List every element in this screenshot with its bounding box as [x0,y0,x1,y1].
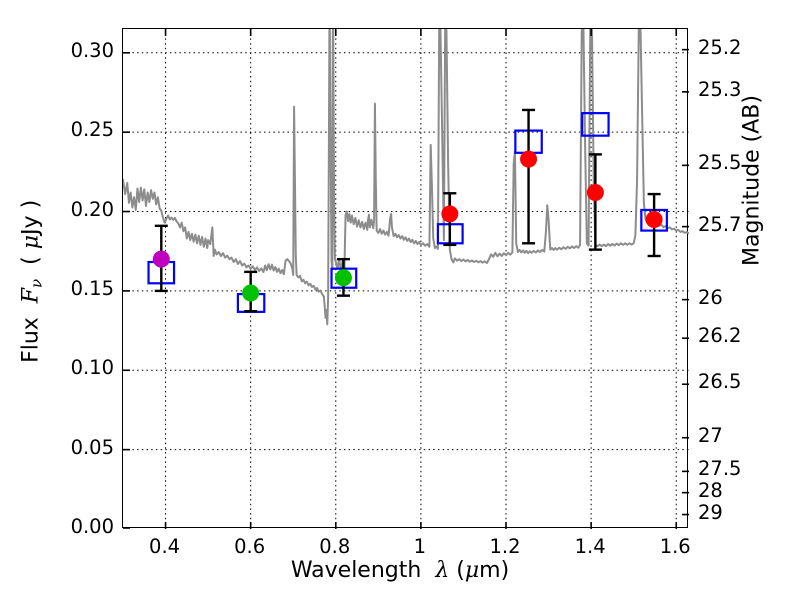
spectrum-curve [123,29,689,326]
y-tick-label-right-26.2: 26.2 [698,324,742,348]
data-marker [152,250,170,268]
y-tick-label-left-0.00: 0.00 [70,515,114,538]
x-tick-label-1.2: 1.2 [489,535,521,558]
y-axis-title-left: Flux Fν ( μJy ) [18,199,46,363]
y-tick-label-left-0.05: 0.05 [70,435,114,459]
y-tick-label-right-26: 26 [698,285,723,309]
photometry-point-H-band [581,112,610,251]
y-tick-label-left-0.15: 0.15 [70,276,114,300]
x-tick-label-1.4: 1.4 [574,535,606,558]
photometry-point-i-band [330,257,358,297]
data-marker [520,150,538,168]
y-axis-title-right: Magnitude (AB) [739,95,765,266]
data-marker [441,205,459,223]
data-marker [645,210,663,228]
photometry-point-g-band [236,270,266,313]
y-tick-label-right-25.2: 25.2 [698,35,742,59]
x-tick-label-1: 1 [413,535,427,558]
photometry-point-J-band [514,108,543,245]
data-marker [586,183,604,201]
model-flux-box [581,112,610,137]
data-marker [334,269,352,287]
x-tick-label-0.6: 0.6 [234,535,266,558]
x-tick-label-1.6: 1.6 [659,535,691,558]
x-tick-label-0.4: 0.4 [149,535,181,558]
y-tick-label-right-25.7: 25.7 [698,212,742,236]
y-tick-label-left-0.20: 0.20 [70,197,114,221]
photometry-point-u-band [147,224,176,293]
x-axis-title: Wavelength λ (μm) [290,558,510,583]
x-tick-label-0.8: 0.8 [319,535,351,558]
y-tick-label-right-29: 29 [698,500,723,524]
y-tick-label-right-27: 27 [698,423,723,447]
y-tick-label-left-0.30: 0.30 [70,38,114,62]
y-tick-label-right-25.3: 25.3 [698,77,742,101]
y-tick-label-right-25.5: 25.5 [698,151,742,175]
photometry-point-Y-band [436,192,464,247]
plot-area [122,28,689,529]
y-tick-label-right-26.5: 26.5 [698,370,742,394]
photometry-point-K-band [640,192,668,258]
y-tick-label-right-28: 28 [698,478,723,502]
y-tick-label-right-27.5: 27.5 [698,457,742,481]
y-tick-label-left-0.25: 0.25 [70,118,114,142]
plot-svg [123,29,689,529]
y-tick-label-left-0.10: 0.10 [70,356,114,380]
data-marker [242,284,260,302]
